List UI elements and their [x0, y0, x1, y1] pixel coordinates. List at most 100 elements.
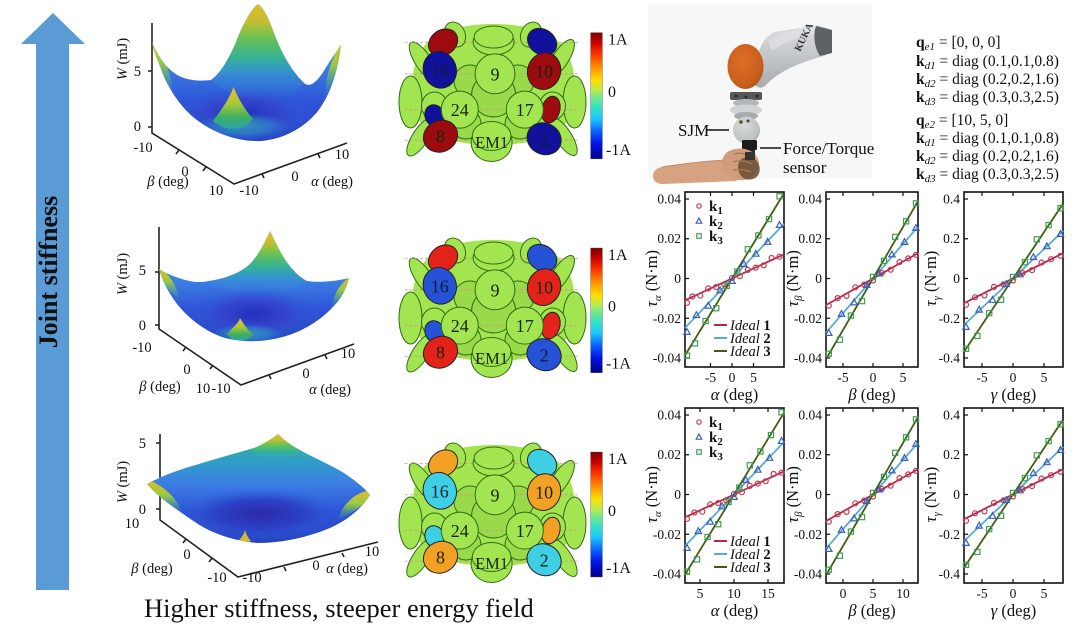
svg-text:EM1: EM1: [475, 133, 508, 152]
svg-text:10: 10: [125, 516, 140, 532]
svg-text:SJM: SJM: [678, 121, 709, 140]
svg-text:α (deg): α (deg): [311, 174, 353, 190]
svg-text:0: 0: [674, 271, 681, 286]
svg-text:0: 0: [1010, 586, 1017, 601]
svg-text:16: 16: [431, 481, 449, 501]
svg-text:β (deg): β (deg): [146, 174, 189, 190]
svg-text:0.04: 0.04: [657, 192, 681, 207]
svg-text:τβ (N·m): τβ (N·m): [783, 466, 805, 523]
svg-text:α (deg): α (deg): [326, 561, 368, 577]
svg-text:9: 9: [491, 64, 500, 84]
svg-text:Ideal 1: Ideal 1: [729, 318, 771, 334]
svg-text:17: 17: [516, 521, 534, 541]
svg-text:0: 0: [729, 370, 736, 385]
svg-text:0: 0: [840, 586, 847, 601]
svg-text:16: 16: [431, 276, 449, 296]
svg-text:0.02: 0.02: [798, 231, 822, 246]
svg-text:-0.02: -0.02: [653, 527, 681, 542]
svg-text:0: 0: [674, 487, 681, 502]
svg-text:0: 0: [183, 362, 190, 378]
svg-text:γ (deg): γ (deg): [991, 601, 1036, 620]
svg-text:1A: 1A: [608, 451, 628, 468]
svg-text:5: 5: [139, 263, 146, 279]
svg-text:8: 8: [436, 127, 445, 147]
svg-text:10: 10: [535, 62, 553, 82]
svg-text:W (mJ): W (mJ): [115, 38, 131, 80]
svg-text:2: 2: [540, 129, 549, 149]
svg-text:0.04: 0.04: [657, 408, 681, 423]
svg-text:1A: 1A: [608, 247, 628, 264]
svg-text:0.02: 0.02: [657, 231, 681, 246]
svg-text:Ideal 3: Ideal 3: [729, 344, 771, 360]
svg-text:0.02: 0.02: [798, 447, 822, 462]
svg-text:-10: -10: [132, 340, 151, 356]
svg-text:9: 9: [491, 280, 500, 300]
svg-text:10: 10: [341, 346, 356, 362]
svg-text:0: 0: [139, 318, 146, 334]
svg-text:5: 5: [134, 64, 141, 80]
svg-text:0.04: 0.04: [798, 408, 822, 423]
svg-text:sensor: sensor: [783, 158, 827, 177]
svg-text:10: 10: [535, 278, 553, 298]
svg-text:0.2: 0.2: [943, 447, 960, 462]
svg-text:-0.04: -0.04: [794, 351, 822, 366]
svg-text:0: 0: [815, 487, 822, 502]
svg-text:0: 0: [181, 164, 188, 180]
svg-text:0: 0: [134, 119, 141, 135]
svg-text:0: 0: [183, 547, 190, 563]
svg-text:-10: -10: [133, 140, 152, 156]
svg-text:-10: -10: [242, 570, 261, 586]
svg-text:-0.02: -0.02: [794, 527, 822, 542]
svg-text:-0.02: -0.02: [794, 311, 822, 326]
svg-text:2: 2: [540, 550, 549, 570]
svg-text:-5: -5: [705, 370, 716, 385]
svg-text:-10: -10: [239, 183, 258, 199]
svg-text:0.2: 0.2: [943, 231, 960, 246]
svg-text:0.04: 0.04: [798, 192, 822, 207]
svg-text:-5: -5: [976, 586, 987, 601]
svg-text:Ideal 3: Ideal 3: [729, 560, 771, 576]
svg-text:15: 15: [761, 586, 775, 601]
svg-text:-1A: -1A: [606, 560, 631, 577]
svg-text:5: 5: [1041, 370, 1048, 385]
svg-text:α (deg): α (deg): [309, 382, 351, 398]
svg-text:β (deg): β (deg): [138, 379, 181, 395]
svg-text:1A: 1A: [608, 32, 628, 49]
svg-text:τα (N·m): τα (N·m): [642, 466, 664, 523]
svg-text:β (deg): β (deg): [847, 385, 895, 404]
svg-text:0.4: 0.4: [943, 192, 960, 207]
svg-text:EM1: EM1: [475, 554, 508, 573]
svg-text:α (deg): α (deg): [711, 385, 759, 404]
svg-text:W (mJ): W (mJ): [115, 461, 131, 503]
svg-text:8: 8: [436, 343, 445, 363]
svg-text:5: 5: [870, 586, 877, 601]
svg-text:0.02: 0.02: [657, 447, 681, 462]
svg-text:-0.2: -0.2: [939, 527, 960, 542]
svg-text:5: 5: [900, 370, 907, 385]
svg-text:-0.4: -0.4: [939, 567, 961, 582]
svg-text:β (deg): β (deg): [130, 561, 173, 577]
svg-text:17: 17: [516, 316, 534, 336]
svg-text:2: 2: [540, 345, 549, 365]
svg-text:8: 8: [436, 547, 445, 567]
svg-text:-10: -10: [211, 381, 230, 397]
svg-text:Ideal 2: Ideal 2: [729, 331, 771, 347]
svg-text:0: 0: [953, 271, 960, 286]
svg-text:10: 10: [535, 482, 553, 502]
svg-text:-0.04: -0.04: [653, 567, 681, 582]
svg-text:Joint stiffness: Joint stiffness: [34, 196, 63, 348]
svg-text:0: 0: [870, 370, 877, 385]
svg-text:24: 24: [451, 521, 469, 541]
svg-text:0: 0: [312, 558, 319, 574]
svg-text:0: 0: [953, 487, 960, 502]
svg-text:-1A: -1A: [606, 356, 631, 373]
svg-text:10: 10: [365, 544, 380, 560]
svg-text:-0.2: -0.2: [939, 311, 960, 326]
svg-text:0: 0: [608, 299, 616, 316]
svg-text:β (deg): β (deg): [847, 601, 895, 620]
svg-text:-0.04: -0.04: [653, 351, 681, 366]
svg-text:16: 16: [431, 60, 449, 80]
svg-text:24: 24: [451, 100, 469, 120]
svg-text:24: 24: [451, 316, 469, 336]
svg-text:10: 10: [896, 586, 910, 601]
